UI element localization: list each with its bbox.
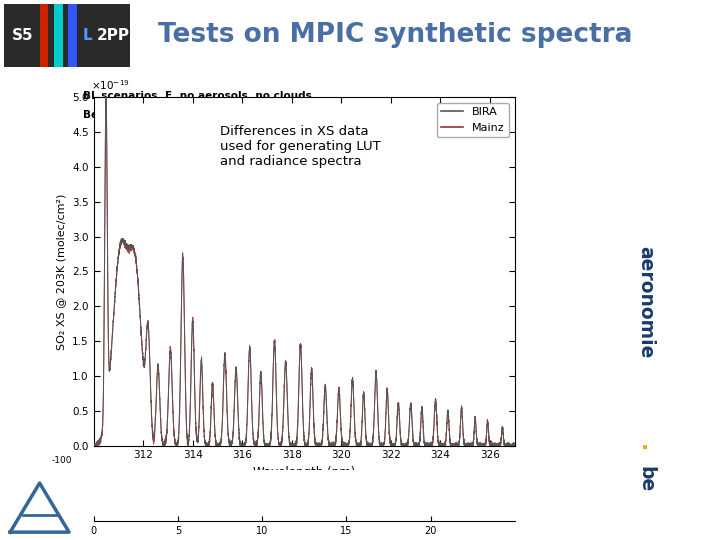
Text: $\times10^{-19}$: $\times10^{-19}$ — [91, 78, 130, 92]
Text: L: L — [83, 28, 92, 43]
Legend: BIRA, Mainz: BIRA, Mainz — [436, 103, 509, 137]
FancyBboxPatch shape — [4, 3, 130, 66]
BIRA — [342, 442, 351, 449]
Mainz — [166, 344, 174, 350]
Mainz — [89, 442, 98, 449]
BIRA — [404, 438, 413, 444]
Mainz — [510, 442, 519, 449]
Mainz — [342, 442, 351, 449]
Text: Tests on MPIC synthetic spectra: Tests on MPIC synthetic spectra — [158, 22, 633, 48]
FancyBboxPatch shape — [54, 3, 63, 66]
Text: BL scenarios, E, no aerosols, no clouds,: BL scenarios, E, no aerosols, no clouds, — [83, 91, 315, 102]
BIRA — [436, 442, 444, 448]
BIRA — [364, 442, 372, 449]
Y-axis label: SO₂ XS @ 203K (molec/cm²): SO₂ XS @ 203K (molec/cm²) — [57, 193, 66, 349]
FancyBboxPatch shape — [68, 3, 77, 66]
Text: Benkowski (VZA:: Benkowski (VZA: — [83, 110, 182, 120]
BIRA — [510, 440, 519, 447]
Text: .: . — [636, 443, 655, 452]
Mainz — [436, 442, 444, 449]
Mainz — [102, 87, 110, 93]
BIRA — [251, 442, 259, 448]
X-axis label: Wavelength (nm): Wavelength (nm) — [253, 466, 356, 479]
BIRA — [89, 440, 98, 447]
Text: S5: S5 — [12, 28, 34, 43]
BIRA — [89, 442, 98, 449]
Mainz — [364, 442, 372, 449]
BIRA — [102, 88, 110, 94]
Text: aeronomie: aeronomie — [636, 246, 655, 359]
Text: 2PP: 2PP — [97, 28, 130, 43]
BIRA — [166, 347, 174, 354]
Text: -100: -100 — [52, 456, 73, 464]
Mainz — [404, 441, 413, 448]
FancyBboxPatch shape — [40, 3, 48, 66]
Text: Differences in XS data
used for generating LUT
and radiance spectra: Differences in XS data used for generati… — [220, 125, 381, 168]
Text: be: be — [636, 466, 655, 492]
Line: Mainz: Mainz — [94, 90, 515, 445]
Mainz — [251, 442, 259, 449]
Line: BIRA: BIRA — [94, 91, 515, 445]
